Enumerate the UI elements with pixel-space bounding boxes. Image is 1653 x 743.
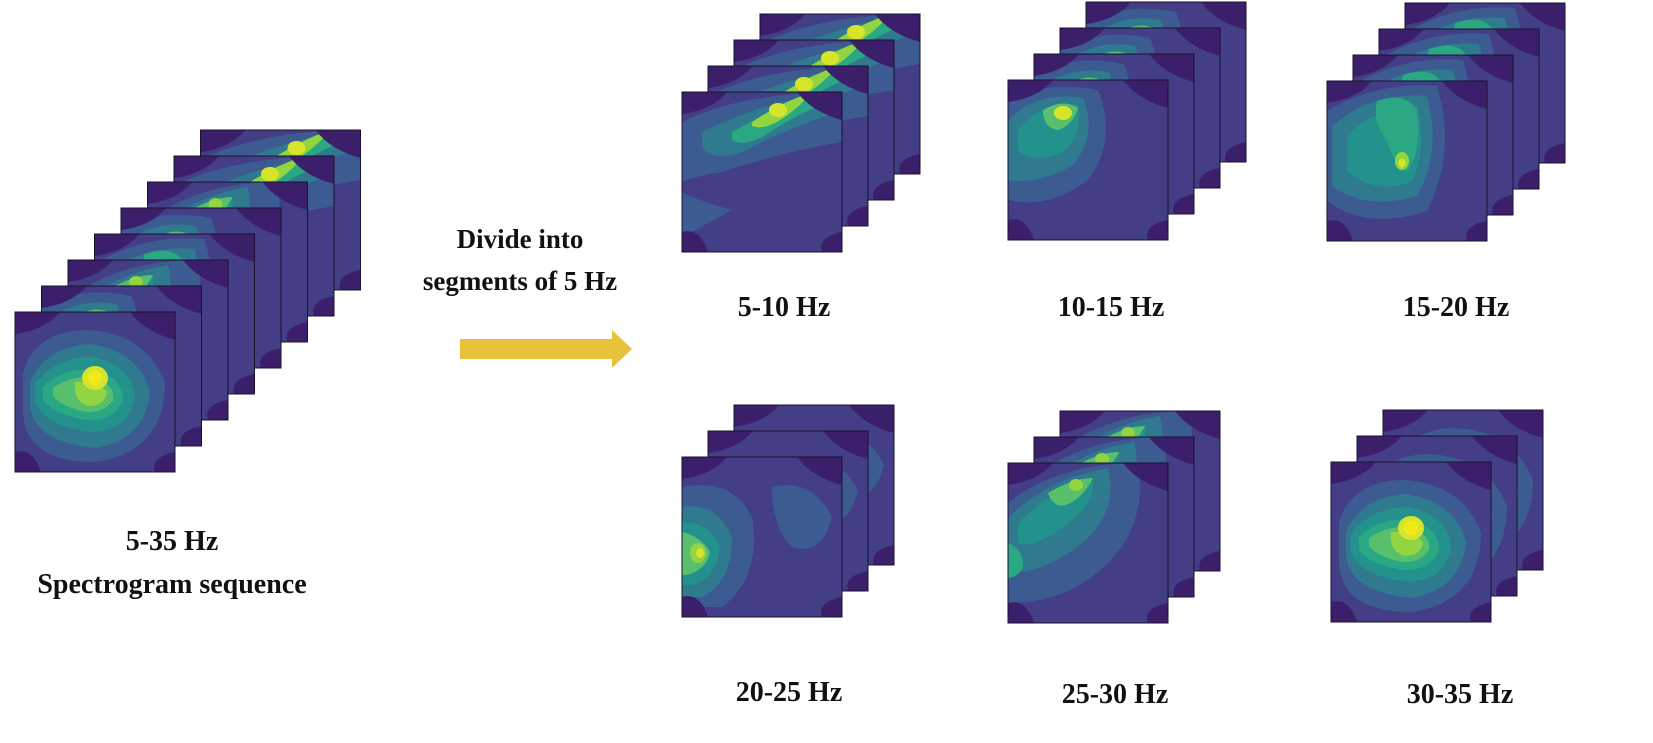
segment-label: 5-10 Hz <box>738 292 831 323</box>
source-range-label: 5-35 Hz <box>126 526 219 557</box>
right-arrow-icon <box>460 330 632 368</box>
segment-label: 10-15 Hz <box>1058 292 1165 323</box>
segment-stack: 25-30 Hz <box>1007 410 1221 710</box>
segment-stack: 10-15 Hz <box>1007 1 1247 323</box>
segment-frame <box>681 456 843 618</box>
segment-stack: 30-35 Hz <box>1330 409 1544 710</box>
segment-stack: 5-10 Hz <box>681 13 921 323</box>
segment-frame <box>1007 79 1169 241</box>
spectrogram-frame <box>14 311 176 473</box>
segment-label: 20-25 Hz <box>736 677 843 708</box>
segment-label: 30-35 Hz <box>1407 679 1514 710</box>
segment-frame <box>681 91 843 253</box>
segment-label: 15-20 Hz <box>1403 292 1510 323</box>
spectrogram-stack-5-35 <box>14 129 361 473</box>
segment-frame <box>1326 80 1488 242</box>
segment-stack: 15-20 Hz <box>1326 2 1566 323</box>
segment-frame <box>1007 462 1169 624</box>
segment-label: 25-30 Hz <box>1062 679 1169 710</box>
source-caption: Spectrogram sequence <box>37 569 306 600</box>
step-text-line2: segments of 5 Hz <box>423 266 617 296</box>
step-text-line1: Divide into <box>457 224 584 254</box>
segment-grid: 5-10 Hz 10-15 Hz 15-20 Hz 20-25 Hz 25-30 Hz 3… <box>681 1 1566 710</box>
segment-stack: 20-25 Hz <box>681 404 895 708</box>
segment-frame <box>1330 461 1492 623</box>
